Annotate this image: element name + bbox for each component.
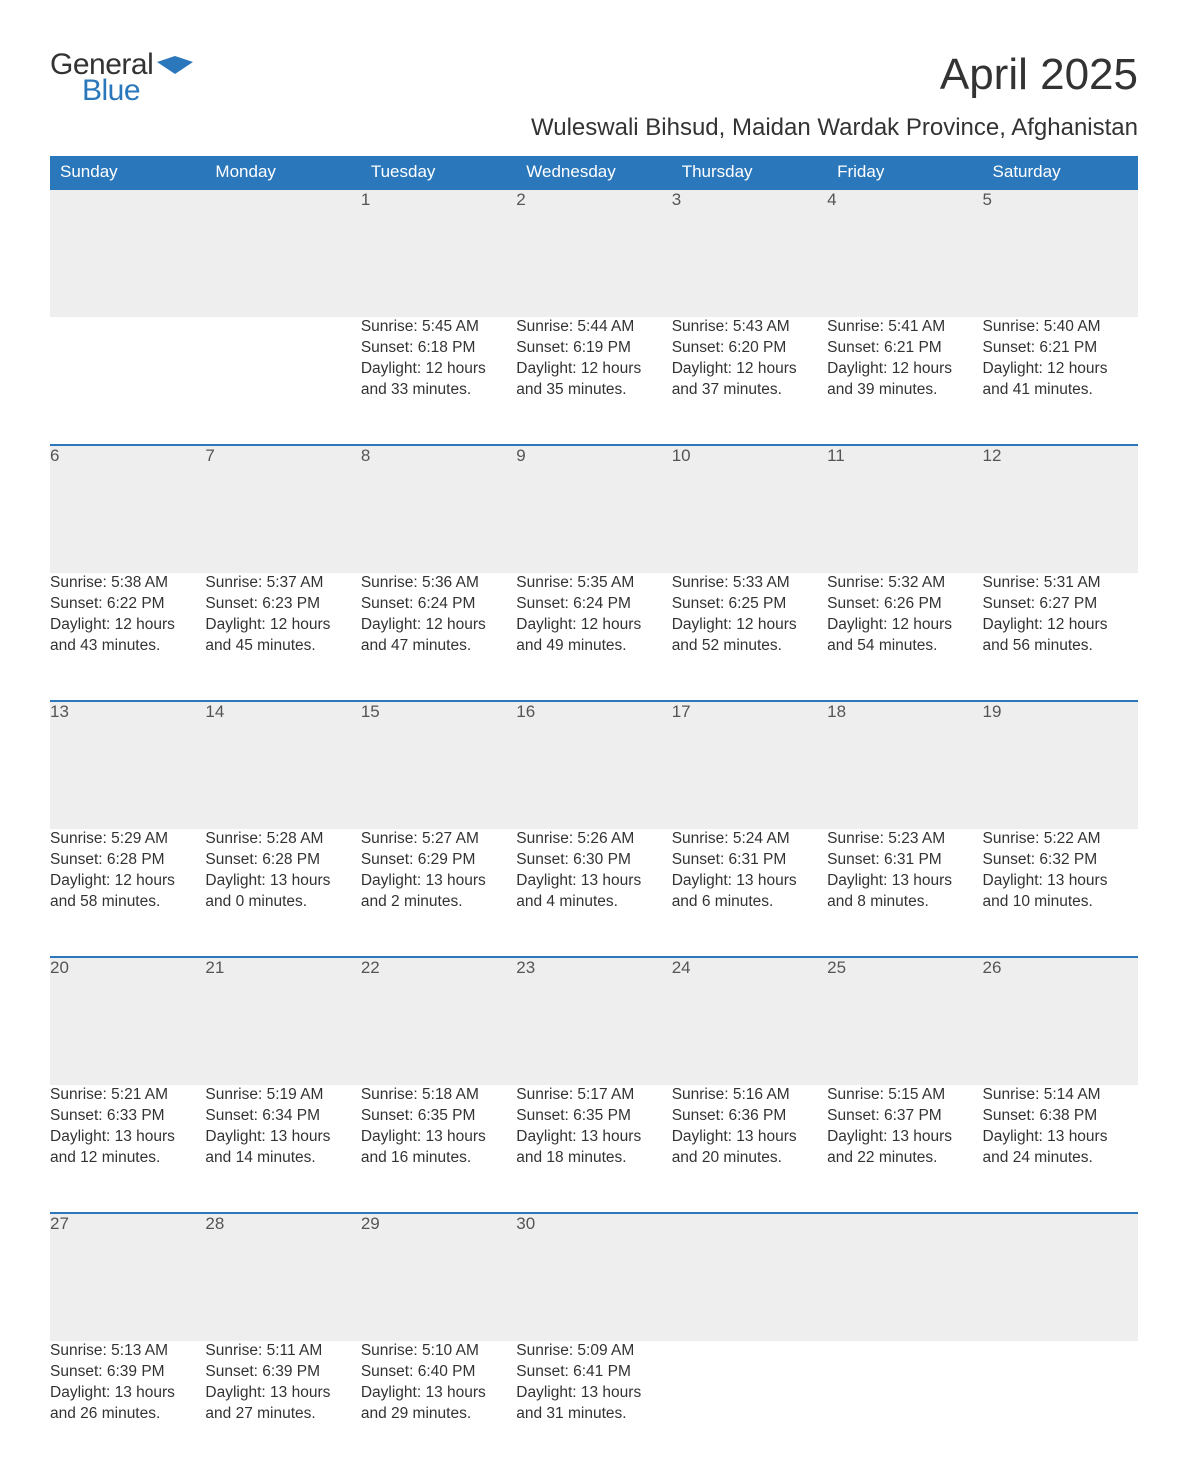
weekday-header: Monday xyxy=(205,156,360,189)
day-content-cell: Sunrise: 5:38 AMSunset: 6:22 PMDaylight:… xyxy=(50,573,205,701)
day-number-cell: 17 xyxy=(672,701,827,829)
day-content-cell xyxy=(205,317,360,445)
day-content-cell: Sunrise: 5:45 AMSunset: 6:18 PMDaylight:… xyxy=(361,317,516,445)
day-number-cell: 12 xyxy=(983,445,1138,573)
day-content-cell xyxy=(983,1341,1138,1469)
page-title: April 2025 xyxy=(940,50,1138,100)
day-number-cell: 10 xyxy=(672,445,827,573)
header-row: General Blue April 2025 xyxy=(50,50,1138,106)
day-content-cell: Sunrise: 5:31 AMSunset: 6:27 PMDaylight:… xyxy=(983,573,1138,701)
day-content-cell: Sunrise: 5:09 AMSunset: 6:41 PMDaylight:… xyxy=(516,1341,671,1469)
day-content-cell: Sunrise: 5:23 AMSunset: 6:31 PMDaylight:… xyxy=(827,829,982,957)
logo: General Blue xyxy=(50,50,193,106)
day-number-cell: 22 xyxy=(361,957,516,1085)
day-number-cell: 29 xyxy=(361,1213,516,1341)
day-content-cell: Sunrise: 5:44 AMSunset: 6:19 PMDaylight:… xyxy=(516,317,671,445)
day-number-cell: 21 xyxy=(205,957,360,1085)
day-content-cell: Sunrise: 5:21 AMSunset: 6:33 PMDaylight:… xyxy=(50,1085,205,1213)
day-number-cell: 23 xyxy=(516,957,671,1085)
day-content-cell: Sunrise: 5:15 AMSunset: 6:37 PMDaylight:… xyxy=(827,1085,982,1213)
day-content-row: Sunrise: 5:13 AMSunset: 6:39 PMDaylight:… xyxy=(50,1341,1138,1469)
day-number-row: 6789101112 xyxy=(50,445,1138,573)
day-number-row: 20212223242526 xyxy=(50,957,1138,1085)
day-number-cell: 14 xyxy=(205,701,360,829)
day-content-cell: Sunrise: 5:24 AMSunset: 6:31 PMDaylight:… xyxy=(672,829,827,957)
day-content-cell: Sunrise: 5:28 AMSunset: 6:28 PMDaylight:… xyxy=(205,829,360,957)
day-content-cell: Sunrise: 5:32 AMSunset: 6:26 PMDaylight:… xyxy=(827,573,982,701)
location-subtitle: Wuleswali Bihsud, Maidan Wardak Province… xyxy=(50,114,1138,142)
day-content-row: Sunrise: 5:21 AMSunset: 6:33 PMDaylight:… xyxy=(50,1085,1138,1213)
day-content-cell: Sunrise: 5:26 AMSunset: 6:30 PMDaylight:… xyxy=(516,829,671,957)
day-content-cell: Sunrise: 5:41 AMSunset: 6:21 PMDaylight:… xyxy=(827,317,982,445)
weekday-header: Tuesday xyxy=(361,156,516,189)
day-number-cell: 16 xyxy=(516,701,671,829)
day-content-cell xyxy=(50,317,205,445)
day-content-cell: Sunrise: 5:10 AMSunset: 6:40 PMDaylight:… xyxy=(361,1341,516,1469)
day-content-cell: Sunrise: 5:14 AMSunset: 6:38 PMDaylight:… xyxy=(983,1085,1138,1213)
day-content-cell: Sunrise: 5:17 AMSunset: 6:35 PMDaylight:… xyxy=(516,1085,671,1213)
day-number-cell xyxy=(50,189,205,317)
day-number-cell xyxy=(827,1213,982,1341)
weekday-header: Sunday xyxy=(50,156,205,189)
day-content-cell xyxy=(672,1341,827,1469)
day-content-cell: Sunrise: 5:37 AMSunset: 6:23 PMDaylight:… xyxy=(205,573,360,701)
day-number-cell: 24 xyxy=(672,957,827,1085)
day-number-cell: 28 xyxy=(205,1213,360,1341)
day-number-cell xyxy=(672,1213,827,1341)
day-number-cell: 19 xyxy=(983,701,1138,829)
day-number-cell: 7 xyxy=(205,445,360,573)
day-content-cell: Sunrise: 5:40 AMSunset: 6:21 PMDaylight:… xyxy=(983,317,1138,445)
weekday-header: Wednesday xyxy=(516,156,671,189)
day-number-cell: 13 xyxy=(50,701,205,829)
day-number-cell: 26 xyxy=(983,957,1138,1085)
day-content-cell: Sunrise: 5:43 AMSunset: 6:20 PMDaylight:… xyxy=(672,317,827,445)
day-number-cell: 9 xyxy=(516,445,671,573)
day-number-cell: 30 xyxy=(516,1213,671,1341)
day-number-row: 12345 xyxy=(50,189,1138,317)
day-content-cell: Sunrise: 5:19 AMSunset: 6:34 PMDaylight:… xyxy=(205,1085,360,1213)
calendar-body: 12345Sunrise: 5:45 AMSunset: 6:18 PMDayl… xyxy=(50,189,1138,1469)
day-content-cell: Sunrise: 5:36 AMSunset: 6:24 PMDaylight:… xyxy=(361,573,516,701)
day-content-row: Sunrise: 5:45 AMSunset: 6:18 PMDaylight:… xyxy=(50,317,1138,445)
day-number-cell: 20 xyxy=(50,957,205,1085)
day-number-cell: 3 xyxy=(672,189,827,317)
day-content-row: Sunrise: 5:38 AMSunset: 6:22 PMDaylight:… xyxy=(50,573,1138,701)
day-number-cell: 8 xyxy=(361,445,516,573)
day-content-cell: Sunrise: 5:22 AMSunset: 6:32 PMDaylight:… xyxy=(983,829,1138,957)
day-number-cell: 27 xyxy=(50,1213,205,1341)
day-content-cell: Sunrise: 5:18 AMSunset: 6:35 PMDaylight:… xyxy=(361,1085,516,1213)
logo-flag-icon xyxy=(157,56,193,78)
weekday-header: Saturday xyxy=(983,156,1138,189)
day-number-cell: 15 xyxy=(361,701,516,829)
day-content-cell: Sunrise: 5:33 AMSunset: 6:25 PMDaylight:… xyxy=(672,573,827,701)
day-number-cell: 2 xyxy=(516,189,671,317)
day-number-cell: 1 xyxy=(361,189,516,317)
day-content-cell: Sunrise: 5:11 AMSunset: 6:39 PMDaylight:… xyxy=(205,1341,360,1469)
day-number-cell xyxy=(205,189,360,317)
day-number-cell: 4 xyxy=(827,189,982,317)
calendar-table: SundayMondayTuesdayWednesdayThursdayFrid… xyxy=(50,156,1138,1469)
day-content-cell: Sunrise: 5:27 AMSunset: 6:29 PMDaylight:… xyxy=(361,829,516,957)
day-number-cell: 5 xyxy=(983,189,1138,317)
day-number-cell: 18 xyxy=(827,701,982,829)
day-number-cell: 25 xyxy=(827,957,982,1085)
day-number-row: 27282930 xyxy=(50,1213,1138,1341)
day-number-cell xyxy=(983,1213,1138,1341)
day-number-cell: 6 xyxy=(50,445,205,573)
day-number-cell: 11 xyxy=(827,445,982,573)
weekday-header-row: SundayMondayTuesdayWednesdayThursdayFrid… xyxy=(50,156,1138,189)
weekday-header: Thursday xyxy=(672,156,827,189)
day-content-cell: Sunrise: 5:13 AMSunset: 6:39 PMDaylight:… xyxy=(50,1341,205,1469)
day-content-row: Sunrise: 5:29 AMSunset: 6:28 PMDaylight:… xyxy=(50,829,1138,957)
day-content-cell: Sunrise: 5:16 AMSunset: 6:36 PMDaylight:… xyxy=(672,1085,827,1213)
day-content-cell: Sunrise: 5:35 AMSunset: 6:24 PMDaylight:… xyxy=(516,573,671,701)
weekday-header: Friday xyxy=(827,156,982,189)
day-number-row: 13141516171819 xyxy=(50,701,1138,829)
logo-text: General Blue xyxy=(50,50,153,106)
day-content-cell xyxy=(827,1341,982,1469)
day-content-cell: Sunrise: 5:29 AMSunset: 6:28 PMDaylight:… xyxy=(50,829,205,957)
